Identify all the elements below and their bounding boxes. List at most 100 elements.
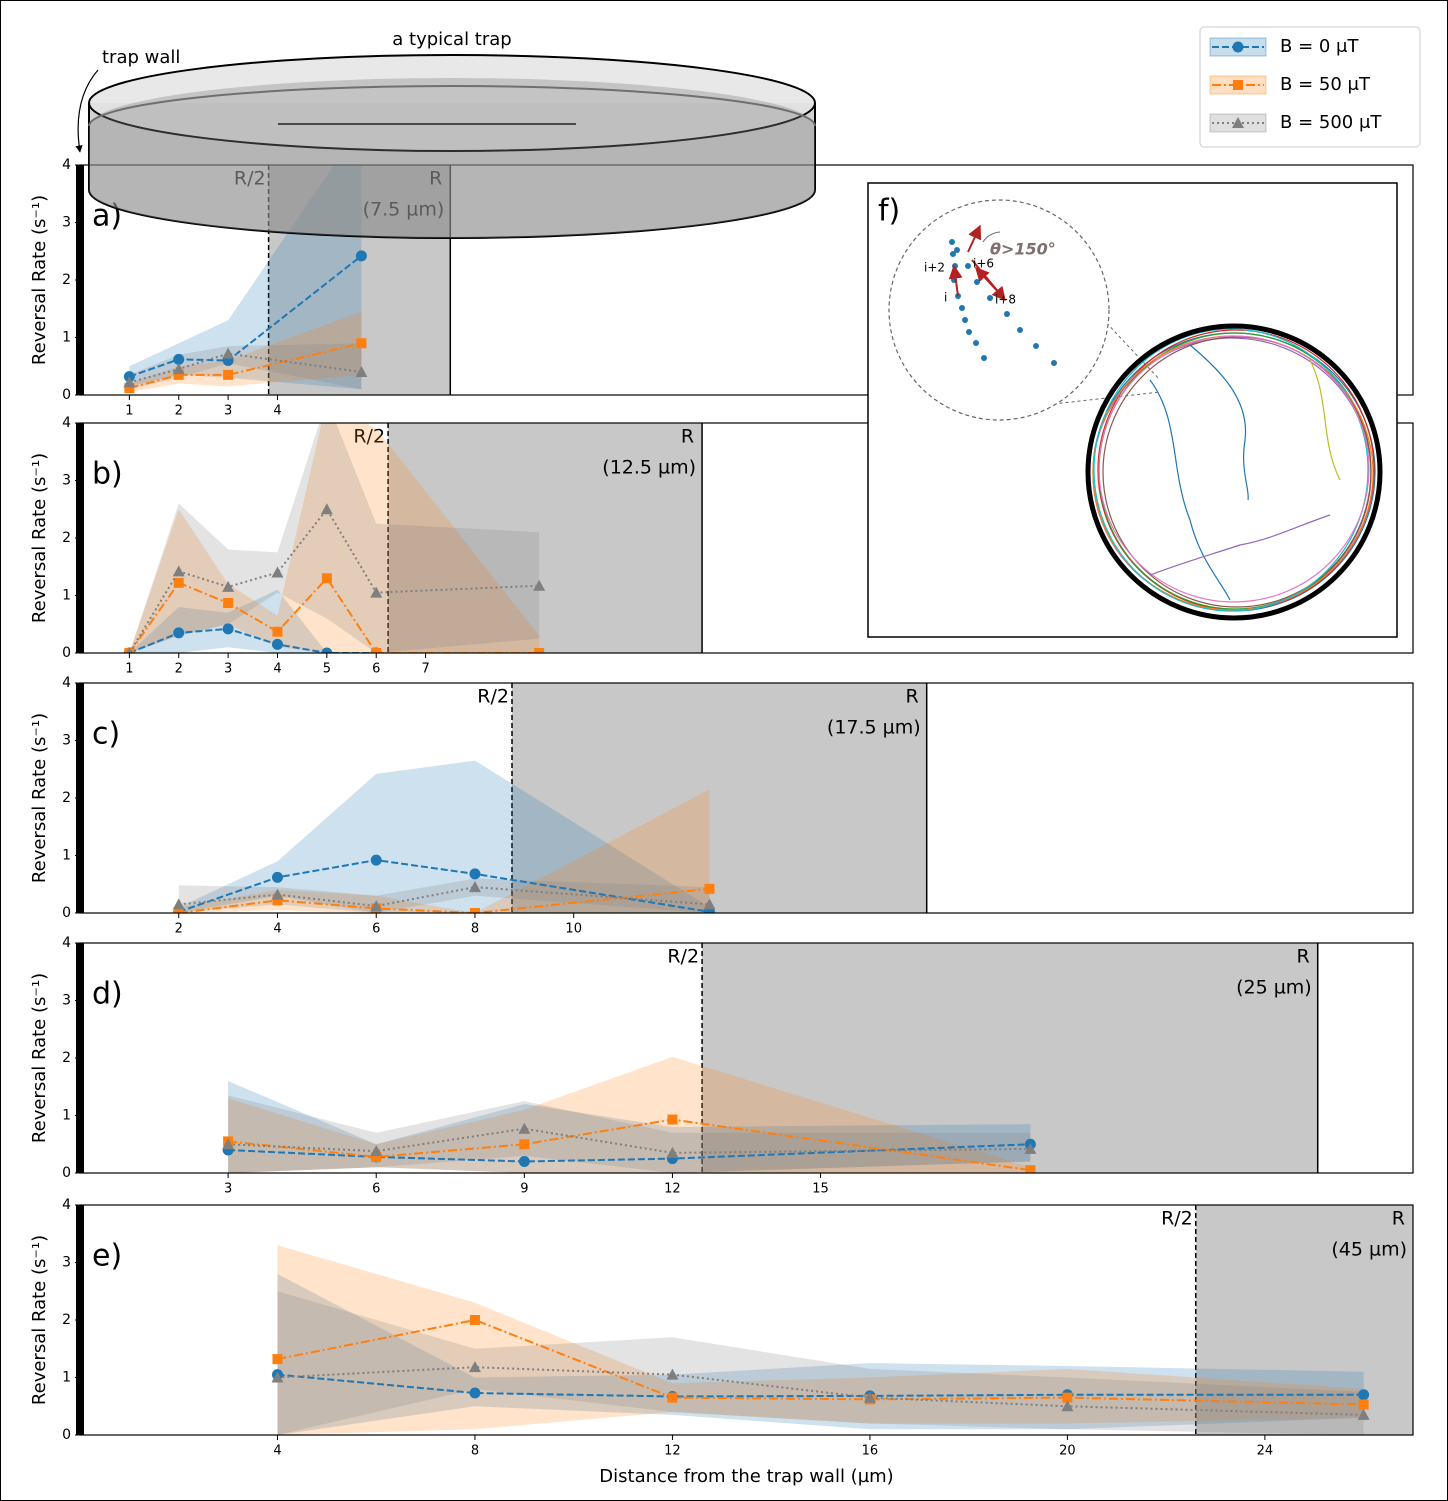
y-tick-label: 1: [62, 1370, 71, 1386]
y-tick-label: 2: [62, 1050, 71, 1066]
x-tick-label: 15: [812, 1182, 829, 1197]
y-axis-label: Reversal Rate (s⁻¹): [29, 453, 50, 623]
radius-value-label: (17.5 µm): [827, 717, 921, 739]
x-tick-label: 8: [471, 1444, 479, 1459]
y-tick-label: 0: [62, 905, 71, 921]
half-radius-label: R/2: [477, 686, 509, 708]
y-tick-label: 1: [62, 330, 71, 346]
y-tick-label: 3: [62, 733, 71, 749]
trap-floor: [89, 78, 815, 238]
point: [223, 598, 233, 608]
x-tick-label: 9: [520, 1182, 528, 1197]
y-tick-label: 4: [62, 415, 71, 431]
x-tick-label: 2: [175, 404, 183, 419]
x-tick-label: 7: [421, 662, 429, 677]
y-axis-label: Reversal Rate (s⁻¹): [29, 973, 50, 1143]
half-radius-label: R/2: [1161, 1208, 1193, 1230]
x-tick-label: 2: [175, 662, 183, 677]
x-tick-label: 3: [224, 404, 232, 419]
legend-label: B = 50 μT: [1280, 74, 1371, 95]
x-tick-label: 6: [372, 922, 380, 937]
legend-marker: [1233, 42, 1244, 53]
point: [356, 338, 366, 348]
y-tick-label: 4: [62, 157, 71, 173]
y-tick-label: 3: [62, 215, 71, 231]
x-tick-label: 1: [125, 662, 133, 677]
inset-label: f): [878, 194, 900, 229]
x-axis-label: Distance from the trap wall (µm): [599, 1466, 893, 1487]
angle-label: θ>150°: [990, 240, 1056, 259]
point-label: i+6: [973, 257, 994, 271]
x-tick-label: 3: [224, 662, 232, 677]
y-tick-label: 0: [62, 387, 71, 403]
panel-label: b): [92, 457, 123, 492]
trap-wall-label: trap wall: [102, 47, 180, 68]
x-tick-label: 4: [273, 1444, 281, 1459]
radius-label: R: [1297, 946, 1310, 968]
legend: B = 0 μT B = 50 μT B = 500 μT: [1210, 36, 1382, 133]
radius-value-label: (12.5 µm): [602, 457, 696, 479]
y-tick-label: 4: [62, 675, 71, 691]
x-tick-label: 1: [125, 404, 133, 419]
x-tick-label: 3: [224, 1182, 232, 1197]
y-axis-label: Reversal Rate (s⁻¹): [29, 713, 50, 883]
panel-label: e): [92, 1239, 122, 1274]
panel-label: c): [92, 717, 120, 752]
x-tick-label: 2: [175, 922, 183, 937]
legend-label: B = 0 μT: [1280, 36, 1360, 57]
radius-label: R: [1392, 1208, 1405, 1230]
x-tick-label: 6: [372, 1182, 380, 1197]
point: [470, 1315, 480, 1325]
panel: R/2R(17.5 µm)01234246810Reversal Rate (s…: [29, 675, 1413, 937]
y-tick-label: 1: [62, 848, 71, 864]
y-axis-label: Reversal Rate (s⁻¹): [29, 1235, 50, 1405]
point: [1358, 1389, 1369, 1400]
x-tick-label: 10: [565, 922, 582, 937]
y-tick-label: 4: [62, 1197, 71, 1213]
y-tick-label: 2: [62, 272, 71, 288]
x-tick-label: 16: [862, 1444, 879, 1459]
x-tick-label: 6: [372, 662, 380, 677]
point: [667, 1393, 677, 1403]
figure: R/2R(7.5 µm)012341234Reversal Rate (s⁻¹)…: [0, 0, 1448, 1501]
point: [272, 872, 283, 883]
point: [356, 250, 367, 261]
point: [469, 868, 480, 879]
point: [519, 1139, 529, 1149]
point: [704, 884, 714, 894]
y-axis-label: Reversal Rate (s⁻¹): [29, 195, 50, 365]
radius-value-label: (45 µm): [1331, 1239, 1407, 1261]
x-tick-label: 4: [273, 662, 281, 677]
y-tick-label: 2: [62, 1312, 71, 1328]
y-tick-label: 0: [62, 1165, 71, 1181]
point: [173, 627, 184, 638]
y-tick-label: 1: [62, 1108, 71, 1124]
x-tick-label: 4: [273, 922, 281, 937]
y-tick-label: 4: [62, 935, 71, 951]
y-tick-label: 0: [62, 645, 71, 661]
x-tick-label: 12: [664, 1444, 681, 1459]
point: [469, 1388, 480, 1399]
trap-title: a typical trap: [392, 29, 511, 50]
y-tick-label: 3: [62, 993, 71, 1009]
point: [174, 578, 184, 588]
point: [272, 639, 283, 650]
panel: R/2R(25 µm)012343691215Reversal Rate (s⁻…: [29, 935, 1413, 1197]
legend-marker: [1233, 80, 1243, 90]
point: [272, 627, 282, 637]
y-tick-label: 0: [62, 1427, 71, 1443]
point-label: i: [944, 291, 947, 305]
point: [1359, 1400, 1369, 1410]
radius-label: R: [905, 686, 918, 708]
point: [223, 623, 234, 634]
y-tick-label: 3: [62, 473, 71, 489]
legend-label: B = 500 μT: [1280, 112, 1382, 133]
y-tick-label: 1: [62, 588, 71, 604]
point: [272, 1354, 282, 1364]
point-label: i+8: [995, 293, 1016, 307]
radius-label: R: [681, 426, 694, 448]
y-tick-label: 2: [62, 530, 71, 546]
radius-value-label: (25 µm): [1236, 977, 1312, 999]
x-tick-label: 5: [323, 662, 331, 677]
point: [519, 1156, 530, 1167]
